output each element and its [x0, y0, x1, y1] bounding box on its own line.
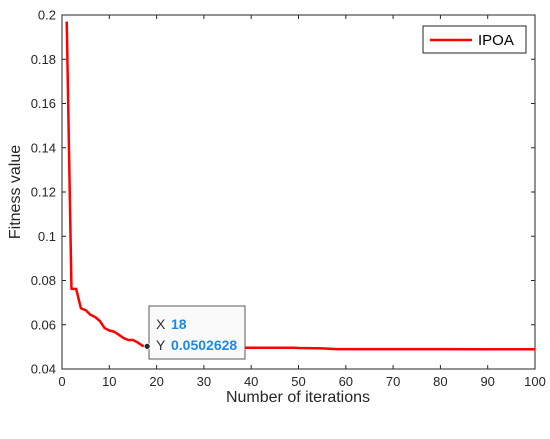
y-axis-label: Fitness value	[7, 145, 24, 239]
y-tick-label: 0.08	[31, 273, 56, 288]
y-tick-label: 0.14	[31, 140, 56, 155]
y-tick-label: 0.16	[31, 96, 56, 111]
x-tick-label: 30	[197, 374, 211, 389]
series-line-ipoa	[65, 21, 535, 351]
x-tick-label: 90	[480, 374, 494, 389]
x-tick-label: 100	[524, 374, 546, 389]
y-tick-label: 0.2	[38, 8, 56, 23]
datatip-y-key: Y	[156, 337, 166, 353]
x-tick-label: 60	[339, 374, 353, 389]
x-tick-label: 0	[58, 374, 65, 389]
datatip-box	[148, 305, 246, 360]
y-tick-label: 0.04	[31, 362, 56, 377]
datatip-x-key: X	[156, 316, 166, 332]
x-tick-label: 10	[102, 374, 116, 389]
x-axis: 0 10 20 30 40 50 60 70 80 90 100	[58, 15, 546, 389]
plot-area	[61, 14, 536, 370]
legend-label-ipoa: IPOA	[478, 32, 514, 49]
x-tick-label: 70	[386, 374, 400, 389]
datatip-y-value: 0.0502628	[171, 337, 237, 353]
x-tick-label: 40	[244, 374, 258, 389]
x-tick-label: 80	[433, 374, 447, 389]
datatip-x-value: 18	[171, 316, 187, 332]
y-axis: 0.04 0.06 0.08 0.1 0.12 0.14 0.16 0.18 0.2	[31, 8, 535, 377]
x-tick-label: 50	[291, 374, 305, 389]
y-tick-label: 0.06	[31, 317, 56, 332]
y-tick-label: 0.1	[38, 229, 56, 244]
datatip[interactable]: X 18 Y 0.0502628	[143, 305, 246, 360]
x-axis-label: Number of iterations	[226, 389, 370, 406]
x-tick-label: 20	[149, 374, 163, 389]
datatip-marker	[143, 342, 151, 350]
y-tick-label: 0.18	[31, 52, 56, 67]
legend: IPOA	[422, 25, 527, 54]
y-tick-label: 0.12	[31, 185, 56, 200]
